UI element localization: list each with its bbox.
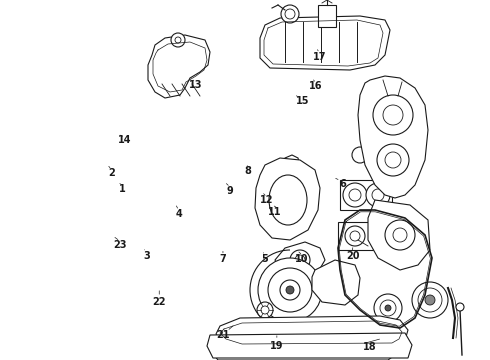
- Circle shape: [290, 250, 310, 270]
- Circle shape: [418, 288, 442, 312]
- Text: 13: 13: [189, 80, 203, 90]
- Bar: [318, 5, 336, 27]
- Polygon shape: [213, 346, 395, 360]
- Text: 2: 2: [108, 168, 115, 178]
- Circle shape: [268, 268, 312, 312]
- Circle shape: [345, 226, 365, 246]
- Bar: [340, 180, 392, 210]
- Circle shape: [425, 295, 435, 305]
- Circle shape: [295, 255, 305, 265]
- Text: 3: 3: [144, 251, 150, 261]
- Polygon shape: [260, 16, 390, 70]
- Text: 18: 18: [363, 342, 377, 352]
- Text: 21: 21: [216, 330, 230, 340]
- Text: 17: 17: [313, 52, 326, 62]
- Text: 14: 14: [118, 135, 132, 145]
- Text: 7: 7: [220, 254, 226, 264]
- Circle shape: [286, 286, 294, 294]
- Circle shape: [175, 37, 181, 43]
- Circle shape: [385, 220, 415, 250]
- Circle shape: [261, 306, 269, 314]
- Polygon shape: [216, 316, 408, 347]
- Circle shape: [380, 300, 396, 316]
- Circle shape: [385, 152, 401, 168]
- Polygon shape: [275, 242, 325, 278]
- Circle shape: [258, 258, 322, 322]
- Text: 4: 4: [175, 209, 182, 219]
- Polygon shape: [368, 200, 430, 270]
- Ellipse shape: [269, 175, 307, 225]
- Text: 9: 9: [227, 186, 234, 196]
- Circle shape: [383, 105, 403, 125]
- Text: 23: 23: [113, 240, 127, 250]
- Text: 10: 10: [294, 254, 308, 264]
- Circle shape: [280, 280, 300, 300]
- Circle shape: [366, 183, 390, 207]
- Text: 22: 22: [152, 297, 166, 307]
- Circle shape: [374, 294, 402, 322]
- Polygon shape: [207, 333, 412, 358]
- Circle shape: [385, 305, 391, 311]
- Text: 11: 11: [268, 207, 281, 217]
- Text: 15: 15: [295, 96, 309, 106]
- Circle shape: [171, 33, 185, 47]
- Text: 16: 16: [309, 81, 323, 91]
- Circle shape: [257, 302, 273, 318]
- Circle shape: [352, 147, 368, 163]
- Text: 5: 5: [261, 254, 268, 264]
- Polygon shape: [283, 155, 300, 170]
- Circle shape: [412, 282, 448, 318]
- Circle shape: [285, 9, 295, 19]
- Bar: [338, 222, 373, 250]
- Text: 6: 6: [340, 179, 346, 189]
- Circle shape: [281, 5, 299, 23]
- Text: 8: 8: [244, 166, 251, 176]
- Circle shape: [343, 183, 367, 207]
- Polygon shape: [358, 76, 428, 198]
- Circle shape: [372, 189, 384, 201]
- Polygon shape: [312, 260, 360, 305]
- Text: 1: 1: [119, 184, 126, 194]
- Polygon shape: [255, 158, 320, 240]
- Text: 20: 20: [346, 251, 360, 261]
- Circle shape: [377, 144, 409, 176]
- Text: 12: 12: [260, 195, 274, 205]
- Circle shape: [349, 189, 361, 201]
- Circle shape: [393, 228, 407, 242]
- Text: 19: 19: [270, 341, 284, 351]
- Polygon shape: [148, 35, 210, 98]
- Circle shape: [456, 303, 464, 311]
- Circle shape: [350, 231, 360, 241]
- Circle shape: [373, 95, 413, 135]
